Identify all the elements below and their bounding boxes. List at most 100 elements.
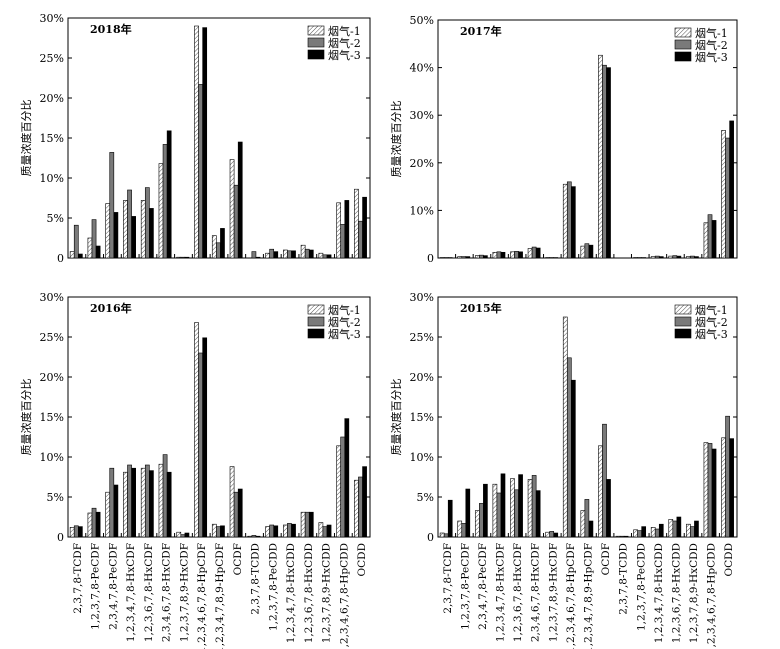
bar-烟气-1-1,2,3,4,6,7,8-HpCDD bbox=[703, 222, 709, 259]
bar-烟气-2-1,2,3,4,7,8-HxCDF bbox=[496, 251, 502, 259]
x-tick-label: 2,3,4,6,7,8-HxCDF bbox=[530, 543, 542, 642]
y-tick-label: 20% bbox=[410, 371, 434, 384]
x-tick-label: 1,2,3,4,6,7,8-HpCDF bbox=[565, 543, 577, 649]
bar-烟气-1-1,2,3,4,7,8,9-HpCDF bbox=[211, 235, 217, 259]
bar-烟气-2-1,2,3,4,7,8-HxCDD bbox=[654, 255, 660, 259]
bar-烟气-3-2,3,4,7,8-PeCDF bbox=[483, 255, 488, 259]
bar-烟气-1-2,3,7,8-TCDD bbox=[615, 535, 621, 538]
y-axis-label: 质量浓度百分比 bbox=[19, 100, 33, 177]
legend-swatch bbox=[307, 316, 325, 327]
bar-烟气-2-2,3,4,7,8-PeCDF bbox=[479, 503, 484, 538]
legend-swatch bbox=[307, 37, 325, 48]
bar-烟气-3-1,2,3,4,6,7,8-HpCDF bbox=[202, 337, 208, 538]
legend-swatch bbox=[674, 39, 692, 50]
bar-烟气-3-OCDD bbox=[729, 438, 734, 538]
x-tick-label: 1,2,3,6,7,8-HxCDF bbox=[512, 543, 524, 642]
bar-烟气-1-OCDD bbox=[354, 188, 359, 259]
legend-swatch bbox=[307, 25, 325, 36]
bar-烟气-2-2,3,7,8-TCDF bbox=[73, 525, 79, 538]
x-tick-label: 1,2,3,7,8-PeCDD bbox=[267, 543, 279, 631]
bar-烟气-3-1,2,3,7,8-PeCDD bbox=[273, 251, 279, 259]
y-tick-label: 15% bbox=[40, 132, 64, 145]
bar-烟气-2-1,2,3,4,6,7,8-HpCDF bbox=[566, 181, 572, 259]
x-tick-label: 1,2,3,6,7,8-HxCDD bbox=[303, 543, 315, 643]
bar-烟气-1-1,2,3,7,8-PeCDD bbox=[265, 526, 270, 538]
bar-烟气-1-1,2,3,7,8,9-HxCDF bbox=[176, 256, 182, 259]
bar-烟气-2-1,2,3,4,7,8,9-HpCDF bbox=[216, 242, 221, 259]
bar-烟气-3-1,2,3,4,7,8,9-HpCDF bbox=[588, 244, 594, 259]
legend-swatch bbox=[674, 304, 692, 315]
bar-烟气-1-2,3,4,6,7,8-HxCDF bbox=[158, 163, 164, 259]
bar-烟气-3-1,2,3,6,7,8-HxCDD bbox=[676, 516, 682, 538]
bar-烟气-1-OCDF bbox=[598, 445, 603, 538]
x-tick-label: 2,3,7,8-TCDF bbox=[72, 543, 84, 614]
bar-烟气-3-1,2,3,6,7,8-HxCDD bbox=[308, 511, 314, 538]
bar-烟气-1-1,2,3,7,8,9-HxCDF bbox=[545, 531, 550, 538]
y-axis-label: 质量浓度百分比 bbox=[19, 379, 33, 456]
bar-烟气-1-2,3,4,6,7,8-HxCDF bbox=[527, 479, 533, 538]
bar-烟气-2-1,2,3,6,7,8-HxCDD bbox=[672, 255, 678, 259]
legend-label: 烟气-3 bbox=[328, 48, 361, 62]
bar-烟气-1-2,3,4,7,8-PeCDF bbox=[474, 510, 480, 538]
x-tick-label: OCDD bbox=[356, 543, 368, 576]
legend-swatch bbox=[674, 27, 692, 38]
legend-label: 烟气-2 bbox=[695, 38, 728, 52]
x-tick-label: 2,3,7,8-TCDD bbox=[618, 543, 630, 615]
chart-panel-2015年: 0 5% 10% 15% 20% 25% 30% 质量浓度百分比 2015年 2,3,7,8-TC… bbox=[389, 291, 738, 649]
bar-烟气-3-1,2,3,7,8,9-HxCDF bbox=[184, 532, 190, 538]
bar-烟气-3-1,2,3,7,8-PeCDF bbox=[465, 256, 471, 259]
bar-烟气-2-1,2,3,4,7,8-HxCDF bbox=[127, 189, 132, 259]
bar-烟气-3-2,3,4,7,8-PeCDF bbox=[113, 484, 119, 538]
bar-烟气-2-1,2,3,7,8,9-HxCDD bbox=[690, 255, 695, 259]
bar-烟气-3-OCDD bbox=[362, 466, 367, 538]
y-tick-label: 5% bbox=[47, 212, 64, 225]
bar-烟气-2-1,2,3,4,7,8-HxCDD bbox=[287, 250, 292, 259]
bar-烟气-2-OCDF bbox=[602, 423, 607, 538]
y-axis-label: 质量浓度百分比 bbox=[389, 101, 403, 178]
bar-烟气-2-1,2,3,4,6,7,8-HpCDF bbox=[566, 357, 572, 538]
bar-烟气-2-1,2,3,6,7,8-HxCDF bbox=[514, 251, 519, 259]
bar-烟气-3-1,2,3,7,8-PeCDF bbox=[95, 511, 101, 538]
y-tick-label: 5% bbox=[47, 491, 64, 504]
bar-烟气-2-2,3,7,8-TCDD bbox=[619, 535, 625, 538]
bar-烟气-2-1,2,3,4,6,7,8-HpCDD bbox=[707, 214, 713, 259]
bar-烟气-2-1,2,3,6,7,8-HxCDF bbox=[144, 464, 150, 538]
y-tick-label: 0 bbox=[57, 252, 64, 265]
bar-烟气-3-2,3,4,7,8-PeCDF bbox=[113, 212, 119, 259]
bar-烟气-1-1,2,3,4,6,7,8-HpCDD bbox=[703, 442, 709, 538]
bar-烟气-2-OCDF bbox=[233, 184, 239, 259]
bar-烟气-2-1,2,3,7,8-PeCDD bbox=[269, 248, 275, 259]
bar-烟气-2-2,3,7,8-TCDD bbox=[251, 251, 257, 259]
bar-烟气-2-2,3,4,6,7,8-HxCDF bbox=[162, 454, 168, 538]
bar-烟气-3-1,2,3,4,6,7,8-HpCDF bbox=[202, 27, 208, 259]
x-tick-label: 1,2,3,7,8-PeCDF bbox=[459, 543, 471, 630]
bar-烟气-3-2,3,7,8-TCDD bbox=[255, 256, 261, 259]
bar-烟气-2-OCDD bbox=[358, 476, 363, 538]
legend-label: 烟气-2 bbox=[328, 315, 361, 329]
y-tick-label: 0 bbox=[427, 531, 434, 544]
bar-烟气-2-OCDF bbox=[233, 491, 239, 538]
y-tick-label: 20% bbox=[40, 371, 64, 384]
bar-烟气-1-1,2,3,4,7,8-HxCDF bbox=[123, 471, 128, 538]
bar-烟气-1-1,2,3,4,7,8-HxCDD bbox=[650, 256, 656, 259]
bar-烟气-3-1,2,3,6,7,8-HxCDF bbox=[518, 474, 523, 538]
bar-烟气-3-1,2,3,4,7,8-HxCDD bbox=[291, 250, 296, 259]
bar-烟气-2-1,2,3,7,8-PeCDF bbox=[91, 507, 97, 538]
legend-label: 烟气-2 bbox=[328, 36, 361, 50]
bar-烟气-2-1,2,3,4,7,8-HxCDF bbox=[127, 464, 132, 538]
bar-烟气-1-OCDF bbox=[598, 54, 603, 259]
y-tick-label: 25% bbox=[40, 52, 64, 65]
legend-label: 烟气-3 bbox=[695, 327, 728, 341]
bar-烟气-1-OCDF bbox=[229, 159, 235, 259]
bar-烟气-3-1,2,3,6,7,8-HxCDD bbox=[676, 255, 682, 259]
bar-烟气-3-2,3,7,8-TCDF bbox=[447, 499, 453, 538]
bar-烟气-1-1,2,3,7,8,9-HxCDD bbox=[686, 256, 691, 259]
x-tick-label: 2,3,7,8-TCDF bbox=[442, 543, 454, 614]
bar-烟气-1-1,2,3,4,7,8,9-HpCDF bbox=[580, 245, 586, 259]
bar-烟气-3-1,2,3,4,7,8-HxCDD bbox=[291, 523, 296, 538]
bar-烟气-3-OCDD bbox=[362, 196, 367, 259]
x-tick-label: 1,2,3,7,8,9-HxCDD bbox=[688, 543, 700, 643]
bar-烟气-2-1,2,3,4,7,8,9-HpCDF bbox=[216, 526, 221, 538]
y-tick-label: 40% bbox=[410, 62, 434, 75]
legend-label: 烟气-1 bbox=[328, 24, 361, 38]
